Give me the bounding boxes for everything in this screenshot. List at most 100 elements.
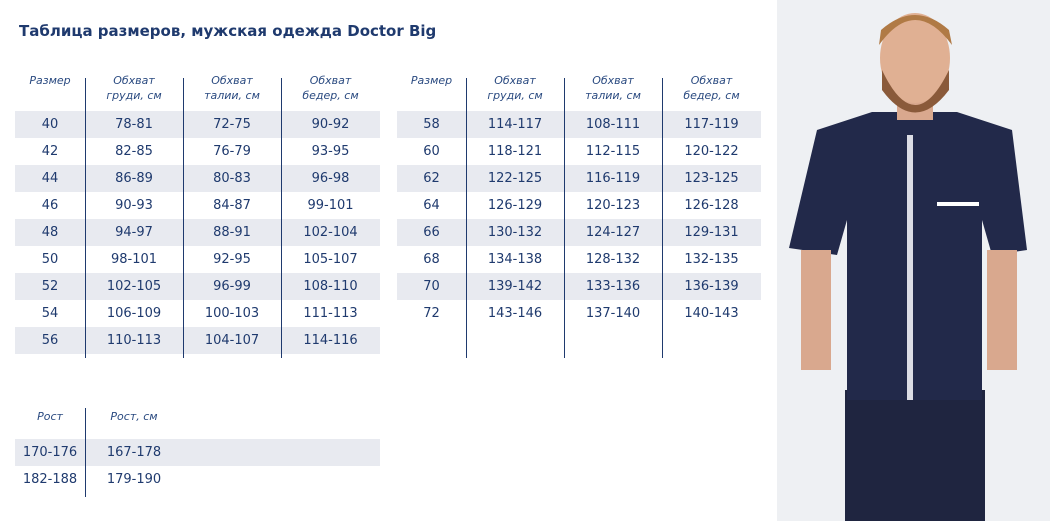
cell: 62 [423, 171, 440, 186]
cell: 170-176 [22, 445, 78, 460]
cell: 50 [41, 252, 59, 267]
cell: 133-136 [585, 279, 641, 294]
cell: 118-121 [487, 144, 543, 159]
cell: 46 [41, 198, 59, 213]
cell: 72-75 [213, 117, 251, 132]
cell: 52 [41, 279, 59, 294]
cell: 58 [423, 117, 440, 132]
row-band [397, 219, 761, 246]
cell: 86-89 [115, 171, 153, 186]
cell: 90-92 [311, 117, 350, 132]
cell: 93-95 [311, 144, 350, 159]
cell: 60 [423, 144, 440, 159]
column-header: Обхват груди, см [106, 74, 162, 102]
cell: 130-132 [487, 225, 543, 240]
cell: 120-123 [585, 198, 641, 213]
model-photo [777, 0, 1050, 521]
cell: 110-113 [106, 333, 162, 348]
row-band [15, 439, 183, 466]
cell: 44 [41, 171, 59, 186]
cell: 68 [423, 252, 440, 267]
column-header: Рост [37, 410, 63, 423]
cell: 128-132 [585, 252, 641, 267]
cell: 134-138 [487, 252, 543, 267]
row-band [15, 165, 380, 192]
cell: 92-95 [213, 252, 251, 267]
cell: 99-101 [307, 198, 354, 213]
column-header: Размер [29, 74, 71, 87]
column-header: Обхват талии, см [204, 74, 260, 102]
column-header: Обхват талии, см [585, 74, 641, 102]
column-header: Обхват бедер, см [683, 74, 740, 102]
cell: 111-113 [303, 306, 358, 321]
row-band [397, 165, 761, 192]
cell: 124-127 [585, 225, 641, 240]
column-header: Обхват бедер, см [302, 74, 359, 102]
cell: 48 [41, 225, 59, 240]
cell: 108-110 [303, 279, 358, 294]
row-band [15, 327, 380, 354]
cell: 105-107 [303, 252, 358, 267]
column-divider [466, 78, 467, 358]
cell: 108-111 [585, 117, 641, 132]
row-band [15, 111, 380, 138]
cell: 137-140 [585, 306, 641, 321]
cell: 104-107 [204, 333, 260, 348]
column-header: Размер [410, 74, 453, 87]
cell: 179-190 [106, 472, 162, 487]
cell: 129-131 [684, 225, 739, 240]
cell: 102-104 [303, 225, 358, 240]
cell: 72 [423, 306, 440, 321]
row-band [15, 219, 380, 246]
cell: 114-116 [303, 333, 358, 348]
cell: 82-85 [115, 144, 153, 159]
column-divider [662, 78, 663, 358]
cell: 54 [41, 306, 59, 321]
cell: 123-125 [684, 171, 739, 186]
cell: 102-105 [106, 279, 162, 294]
cell: 139-142 [487, 279, 543, 294]
column-header: Рост, см [110, 410, 158, 423]
cell: 167-178 [106, 445, 162, 460]
cell: 98-101 [110, 252, 158, 267]
cell: 78-81 [115, 117, 153, 132]
cell: 106-109 [106, 306, 162, 321]
cell: 96-99 [213, 279, 251, 294]
column-divider [85, 408, 86, 497]
cell: 136-139 [684, 279, 739, 294]
cell: 94-97 [115, 225, 153, 240]
cell: 116-119 [585, 171, 641, 186]
cell: 80-83 [213, 171, 251, 186]
cell: 126-129 [487, 198, 543, 213]
cell: 122-125 [487, 171, 543, 186]
cell: 70 [423, 279, 440, 294]
column-header: Обхват груди, см [487, 74, 543, 102]
column-divider [281, 78, 282, 358]
cell: 88-91 [213, 225, 251, 240]
cell: 40 [41, 117, 59, 132]
cell: 100-103 [204, 306, 260, 321]
cell: 117-119 [684, 117, 739, 132]
cell: 64 [423, 198, 440, 213]
title: Таблица размеров, мужская одежда Doctor … [19, 22, 437, 40]
cell: 114-117 [487, 117, 543, 132]
column-divider [564, 78, 565, 358]
cell: 126-128 [684, 198, 739, 213]
cell: 56 [41, 333, 59, 348]
cell: 90-93 [115, 198, 153, 213]
cell: 140-143 [684, 306, 739, 321]
row-band [397, 111, 761, 138]
column-divider [183, 78, 184, 358]
cell: 182-188 [22, 472, 78, 487]
cell: 84-87 [213, 198, 251, 213]
cell: 120-122 [684, 144, 739, 159]
row-band [397, 273, 761, 300]
row-band [15, 273, 380, 300]
cell: 66 [423, 225, 440, 240]
cell: 132-135 [684, 252, 739, 267]
cell: 143-146 [487, 306, 543, 321]
cell: 112-115 [585, 144, 641, 159]
row-band-extension [183, 439, 380, 466]
cell: 76-79 [213, 144, 251, 159]
